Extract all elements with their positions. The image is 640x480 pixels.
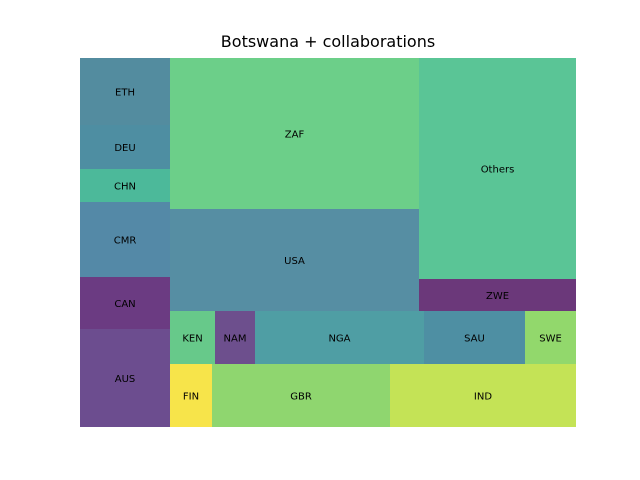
treemap-label-can: CAN — [114, 299, 135, 310]
treemap-label-others: Others — [481, 165, 515, 176]
treemap-rect-nam — [215, 311, 255, 364]
treemap-cell-zaf: ZAF — [170, 58, 419, 209]
treemap-rect-swe — [525, 311, 576, 364]
treemap-cell-usa: USA — [170, 209, 419, 311]
treemap-label-zaf: ZAF — [285, 130, 305, 141]
treemap-rect-aus — [80, 329, 170, 427]
treemap-cell-others: Others — [419, 58, 576, 279]
treemap-rect-fin — [170, 364, 212, 427]
treemap-label-usa: USA — [284, 256, 305, 267]
treemap-label-nam: NAM — [224, 334, 247, 345]
treemap-label-cmr: CMR — [114, 236, 137, 247]
treemap-label-deu: DEU — [114, 143, 135, 154]
treemap-cell-ind: IND — [390, 364, 576, 427]
treemap-rect-cmr — [80, 202, 170, 277]
treemap-label-chn: CHN — [114, 182, 136, 193]
treemap-cell-ken: KEN — [170, 311, 215, 364]
treemap-rect-nga — [255, 311, 424, 364]
treemap-cell-zwe: ZWE — [419, 279, 576, 311]
treemap-cell-sau: SAU — [424, 311, 525, 364]
treemap-rect-sau — [424, 311, 525, 364]
treemap-cell-fin: FIN — [170, 364, 212, 427]
treemap-rect-usa — [170, 209, 419, 311]
treemap-rect-zwe — [419, 279, 576, 311]
treemap-cell-cmr: CMR — [80, 202, 170, 277]
treemap-rect-ind — [390, 364, 576, 427]
treemap-label-swe: SWE — [539, 334, 562, 345]
treemap-cell-nga: NGA — [255, 311, 424, 364]
treemap-rect-can — [80, 277, 170, 329]
treemap-rect-deu — [80, 125, 170, 169]
treemap-rect-chn — [80, 169, 170, 202]
treemap-label-ken: KEN — [182, 334, 202, 345]
treemap-rect-ken — [170, 311, 215, 364]
treemap-label-gbr: GBR — [290, 392, 312, 403]
chart-title: Botswana + collaborations — [220, 32, 436, 51]
treemap-label-zwe: ZWE — [486, 291, 509, 302]
treemap-cell-swe: SWE — [525, 311, 576, 364]
treemap-cell-can: CAN — [80, 277, 170, 329]
treemap-label-nga: NGA — [328, 334, 350, 345]
treemap-cell-eth: ETH — [80, 58, 170, 125]
treemap-cell-nam: NAM — [215, 311, 255, 364]
treemap-cell-deu: DEU — [80, 125, 170, 169]
treemap-cell-aus: AUS — [80, 329, 170, 427]
treemap-label-ind: IND — [474, 392, 492, 403]
treemap-label-eth: ETH — [115, 88, 135, 99]
treemap-label-aus: AUS — [115, 374, 136, 385]
treemap-label-fin: FIN — [183, 392, 199, 403]
treemap-rect-others — [419, 58, 576, 279]
treemap-label-sau: SAU — [464, 334, 485, 345]
treemap-rect-eth — [80, 58, 170, 125]
treemap-rect-gbr — [212, 364, 390, 427]
treemap-cell-chn: CHN — [80, 169, 170, 202]
treemap-cell-gbr: GBR — [212, 364, 390, 427]
treemap-rect-zaf — [170, 58, 419, 209]
